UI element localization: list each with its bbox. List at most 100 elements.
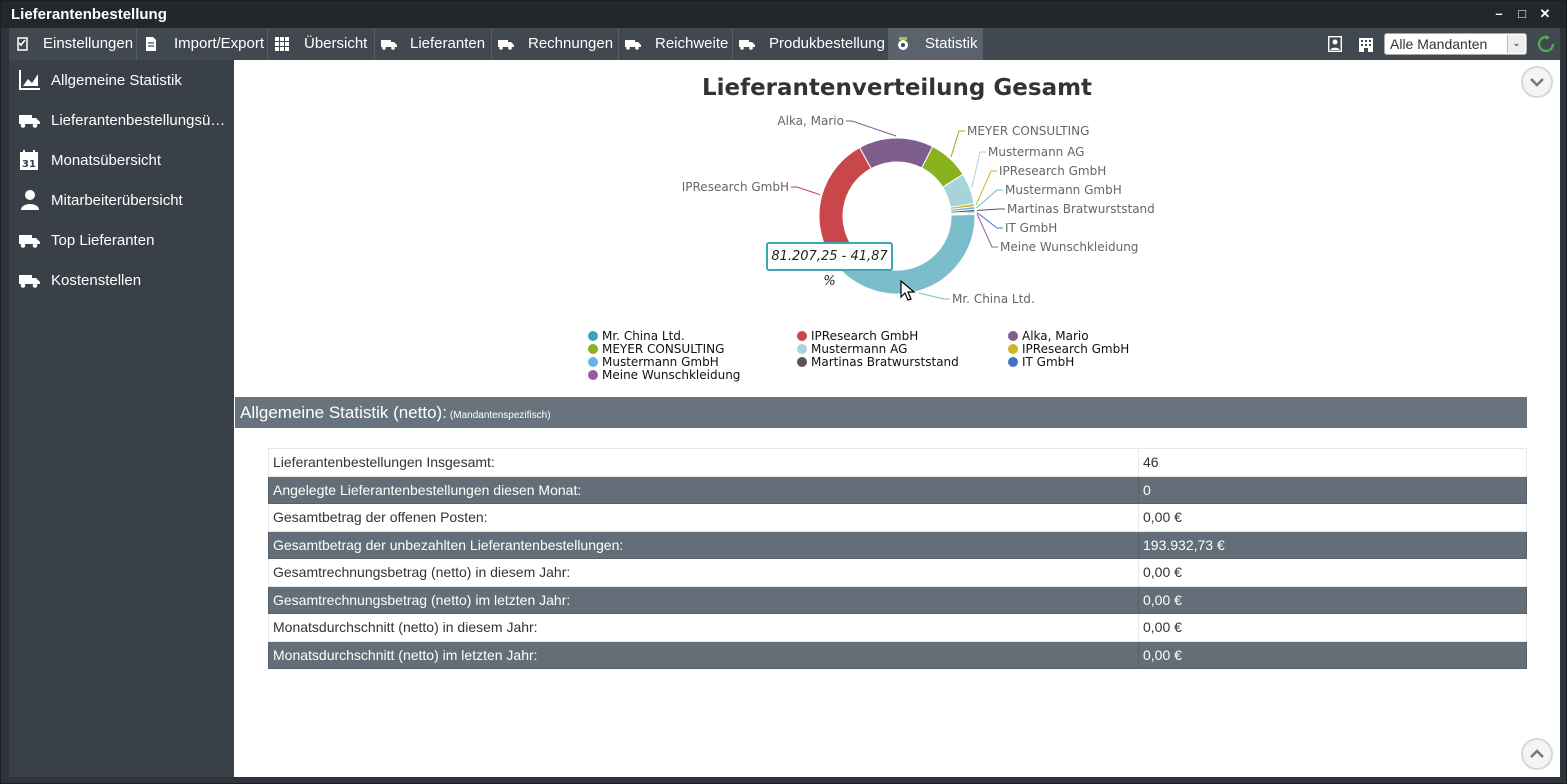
chart-title: Lieferantenverteilung Gesamt bbox=[701, 75, 1093, 101]
title-bar: Lieferantenbestellung – □ ✕ bbox=[1, 1, 1566, 28]
table-row: Monatsdurchschnitt (netto) im letzten Ja… bbox=[268, 640, 1527, 669]
legend-item[interactable]: MEYER CONSULTING bbox=[588, 342, 724, 356]
slice-connector-line bbox=[976, 212, 1003, 229]
slice-label: Mr. China Ltd. bbox=[952, 292, 1035, 306]
slice-label: Mustermann GmbH bbox=[1005, 183, 1122, 197]
stats-section-subtitle: (Mandantenspezifisch) bbox=[449, 410, 551, 421]
menu-statistik[interactable]: Statistik bbox=[889, 28, 983, 60]
legend-dot-icon bbox=[797, 344, 807, 354]
legend-item[interactable]: Mr. China Ltd. bbox=[588, 329, 685, 343]
sidebar-item-monatsuebersicht[interactable]: 31 Monatsübersicht bbox=[9, 142, 234, 178]
checklist-icon bbox=[17, 37, 28, 51]
slice-connector-line bbox=[846, 120, 897, 137]
table-row: Angelegte Lieferantenbestellungen diesen… bbox=[268, 475, 1527, 504]
refresh-icon[interactable] bbox=[1537, 35, 1555, 53]
slice-label: Martinas Bratwurststand bbox=[1007, 202, 1155, 216]
table-row: Gesamtbetrag der offenen Posten: 0,00 € bbox=[268, 503, 1527, 532]
legend-dot-icon bbox=[1008, 357, 1018, 367]
svg-text:31: 31 bbox=[22, 159, 36, 170]
legend-item[interactable]: Alka, Mario bbox=[1008, 329, 1089, 343]
slice-label: IT GmbH bbox=[1005, 221, 1057, 235]
stat-label: Angelegte Lieferantenbestellungen diesen… bbox=[268, 475, 1139, 504]
sidebar-item-lieferantenbestellungsuebersicht[interactable]: Lieferantenbestellungsübersicht bbox=[9, 102, 234, 138]
legend-item[interactable]: IT GmbH bbox=[1008, 355, 1074, 369]
maximize-icon[interactable]: □ bbox=[1518, 6, 1526, 21]
legend-label: IPResearch GmbH bbox=[811, 329, 919, 343]
mandant-select[interactable]: Alle Mandanten ⌄ bbox=[1384, 33, 1527, 55]
legend-dot-icon bbox=[588, 344, 598, 354]
minimize-icon[interactable]: – bbox=[1495, 6, 1503, 21]
close-icon[interactable]: ✕ bbox=[1539, 6, 1551, 21]
legend-label: Mustermann GmbH bbox=[602, 355, 719, 369]
chart-icon bbox=[19, 70, 40, 90]
menu-einstellungen[interactable]: Einstellungen bbox=[9, 28, 137, 60]
stat-label: Gesamtbetrag der unbezahlten Lieferanten… bbox=[268, 530, 1139, 559]
table-row: Gesamtrechnungsbetrag (netto) in diesem … bbox=[268, 558, 1527, 587]
slice-connector-line bbox=[950, 130, 965, 158]
legend-item[interactable]: Mustermann GmbH bbox=[588, 355, 719, 369]
menu-lieferanten[interactable]: Lieferanten bbox=[375, 28, 492, 60]
sidebar-item-kostenstellen[interactable]: Kostenstellen bbox=[9, 262, 234, 298]
chevron-down-icon bbox=[1530, 78, 1544, 87]
legend-label: Alka, Mario bbox=[1022, 329, 1089, 343]
sidebar-item-top-lieferanten[interactable]: Top Lieferanten bbox=[9, 222, 234, 258]
stat-label: Gesamtrechnungsbetrag (netto) im letzten… bbox=[268, 585, 1139, 614]
legend-dot-icon bbox=[588, 370, 598, 380]
legend-item[interactable]: Meine Wunschkleidung bbox=[588, 368, 740, 382]
legend-dot-icon bbox=[797, 357, 807, 367]
slice-connector-line bbox=[976, 189, 1003, 209]
stat-value: 0,00 € bbox=[1138, 613, 1527, 642]
legend-item[interactable]: IPResearch GmbH bbox=[1008, 342, 1129, 356]
collapse-button[interactable] bbox=[1521, 66, 1553, 98]
slice-label: IPResearch GmbH bbox=[999, 164, 1106, 178]
donut-slice[interactable] bbox=[950, 212, 976, 216]
stat-label: Gesamtbetrag der offenen Posten: bbox=[268, 503, 1139, 532]
donut-chart: Mr. China Ltd. IPResearch GmbH Alka, Mario… bbox=[682, 114, 1155, 306]
table-row: Monatsdurchschnitt (netto) in diesem Jah… bbox=[268, 613, 1527, 642]
legend-item[interactable]: Martinas Bratwurststand bbox=[797, 355, 959, 369]
menu-uebersicht[interactable]: Übersicht bbox=[268, 28, 375, 60]
stats-table: Lieferantenbestellungen Insgesamt: 46 Ange… bbox=[268, 448, 1527, 669]
stat-value: 193.932,73 € bbox=[1138, 530, 1527, 559]
user-icon bbox=[21, 190, 39, 210]
menu-reichweite[interactable]: Reichweite bbox=[619, 28, 733, 60]
main-menu: Einstellungen Import/Export Übersicht Li… bbox=[9, 28, 1560, 60]
legend-label: Martinas Bratwurststand bbox=[811, 355, 959, 369]
table-row: Gesamtbetrag der unbezahlten Lieferanten… bbox=[268, 530, 1527, 559]
grid-icon bbox=[275, 37, 289, 51]
slice-connector-line bbox=[975, 170, 997, 205]
building-icon[interactable] bbox=[1358, 36, 1374, 52]
stat-value: 46 bbox=[1138, 448, 1527, 477]
table-row: Gesamtrechnungsbetrag (netto) im letzten… bbox=[268, 585, 1527, 614]
sidebar: Allgemeine Statistik Lieferantenbestellu… bbox=[9, 60, 234, 777]
legend-label: Meine Wunschkleidung bbox=[602, 368, 741, 382]
user-profile-icon[interactable] bbox=[1328, 36, 1342, 52]
donut-slice[interactable] bbox=[818, 146, 872, 257]
stat-label: Lieferantenbestellungen Insgesamt: bbox=[268, 448, 1139, 477]
menu-rechnungen[interactable]: Rechnungen bbox=[492, 28, 619, 60]
truck-icon bbox=[739, 40, 755, 50]
legend-label: IT GmbH bbox=[1022, 355, 1075, 369]
menu-import-export[interactable]: Import/Export bbox=[137, 28, 268, 60]
legend-item[interactable]: IPResearch GmbH bbox=[797, 329, 918, 343]
slice-label: MEYER CONSULTING bbox=[967, 124, 1089, 138]
truck-icon bbox=[381, 40, 397, 50]
sidebar-item-mitarbeiteruebersicht[interactable]: Mitarbeiterübersicht bbox=[9, 182, 234, 218]
legend-dot-icon bbox=[1008, 344, 1018, 354]
scroll-top-button[interactable] bbox=[1521, 738, 1553, 770]
stat-label: Monatsdurchschnitt (netto) in diesem Jah… bbox=[268, 613, 1139, 642]
slice-label: Meine Wunschkleidung bbox=[1000, 240, 1138, 254]
legend-item[interactable]: Mustermann AG bbox=[797, 342, 907, 356]
truck-icon bbox=[625, 40, 641, 50]
sidebar-item-allgemeine-statistik[interactable]: Allgemeine Statistik bbox=[9, 62, 234, 98]
menu-produkbestellung[interactable]: Produkbestellung bbox=[733, 28, 889, 60]
window-title: Lieferantenbestellung bbox=[11, 6, 167, 23]
legend-dot-icon bbox=[797, 331, 807, 341]
chevron-down-icon[interactable]: ⌄ bbox=[1507, 35, 1525, 53]
slice-connector-line bbox=[918, 292, 950, 300]
chevron-up-icon bbox=[1530, 749, 1544, 758]
truck-icon bbox=[19, 115, 40, 128]
legend-label: IPResearch GmbH bbox=[1022, 342, 1130, 356]
donut-slice[interactable] bbox=[858, 137, 934, 170]
